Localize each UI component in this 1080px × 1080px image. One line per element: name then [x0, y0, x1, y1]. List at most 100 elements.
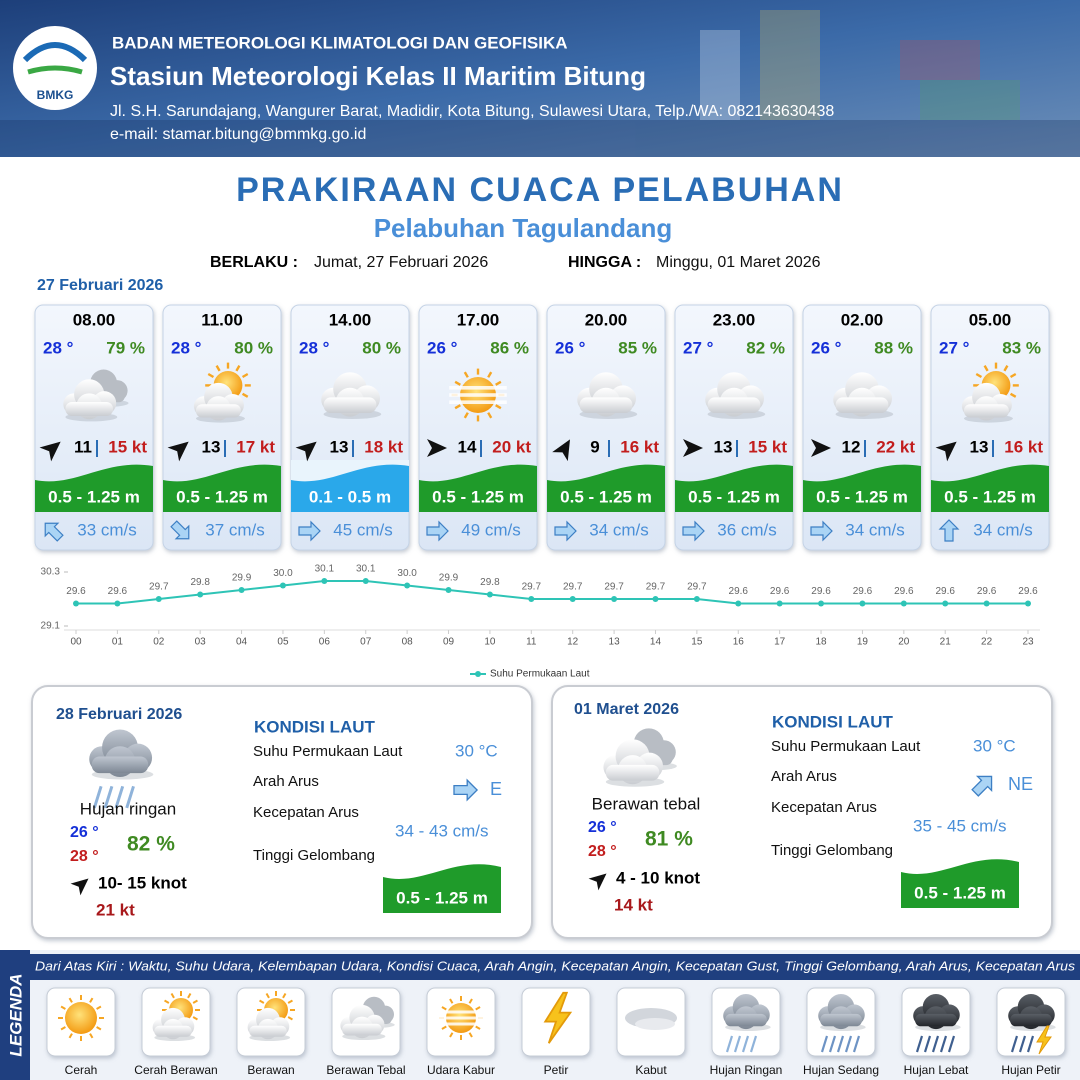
valid-until: Minggu, 01 Maret 2026	[656, 254, 821, 271]
forecast-humidity: 80 %	[234, 338, 273, 357]
legend-item-label: Petir	[544, 1063, 569, 1077]
cloud-base	[835, 397, 889, 413]
sst-point	[528, 596, 535, 602]
rain-drop	[1026, 1035, 1035, 1053]
x-tick-label: 18	[815, 637, 827, 648]
legend-entry: Suhu Permukaan Laut	[490, 669, 590, 680]
day-condition: Berawan tebal	[592, 794, 701, 813]
current-speed: 33 cm/s	[77, 520, 137, 539]
rain-drop	[125, 785, 135, 809]
direction-label: Arah Arus	[771, 768, 837, 785]
wind-arrow	[552, 439, 570, 462]
haze-band	[437, 1010, 485, 1014]
y-tick-label: 30.3	[41, 567, 61, 578]
current-arrow	[810, 520, 833, 542]
sun-ray	[259, 999, 265, 1004]
x-tick-label: 08	[402, 637, 414, 648]
sun-ray	[215, 365, 221, 372]
weather-icon	[818, 993, 866, 1053]
wind-speed: 9	[590, 437, 599, 456]
sun-ray	[475, 1006, 481, 1011]
sst-value-label: 29.7	[604, 582, 624, 593]
forecast-humidity: 79 %	[106, 338, 145, 357]
sst-value-label: 29.6	[811, 586, 831, 597]
sst-point	[611, 596, 618, 602]
rain-drop	[852, 1035, 861, 1053]
wave-shape	[291, 464, 409, 512]
weather-icon	[449, 368, 507, 422]
sun-ray	[170, 993, 175, 999]
x-tick-label: 07	[360, 637, 372, 648]
rain-drop	[1018, 1035, 1027, 1053]
x-tick-label: 00	[70, 637, 82, 648]
forecast-humidity: 80 %	[362, 338, 401, 357]
cloud	[603, 739, 665, 787]
day-temp-min: 26 °	[70, 824, 99, 841]
sun-ray	[468, 998, 473, 1004]
gust-speed: 16 kt	[620, 437, 659, 456]
legend-item-label: Cerah Berawan	[134, 1063, 217, 1077]
day-date: 01 Maret 2026	[574, 701, 679, 718]
sun-ray	[96, 1005, 102, 1010]
sst-line	[76, 580, 1028, 605]
sst-value-label: 29.7	[687, 582, 707, 593]
forecast-time: 05.00	[969, 310, 1012, 329]
weather-icon	[577, 372, 638, 419]
wave-height: 0.5 - 1.25 m	[944, 487, 1036, 506]
sun-ray	[60, 1005, 66, 1010]
cloud-base	[195, 404, 241, 418]
wind-arrow	[935, 441, 957, 462]
forecast-time: 20.00	[585, 310, 628, 329]
weather-icon	[625, 1008, 677, 1030]
sun-disc	[65, 1002, 97, 1034]
haze-band	[437, 1022, 485, 1026]
rain-drop	[828, 1035, 837, 1053]
sun-ray	[441, 1025, 447, 1030]
forecast-time: 11.00	[201, 310, 243, 329]
fog	[635, 1018, 675, 1030]
sst-point	[279, 582, 286, 589]
sst-value-label: 29.6	[770, 586, 790, 597]
cloud	[833, 372, 894, 419]
weather-icon	[63, 369, 129, 422]
forecast-temp: 26 °	[811, 338, 842, 357]
wave-height: 0.1 - 0.5 m	[309, 487, 391, 506]
wind-arrow	[295, 441, 317, 462]
weather-icon	[340, 996, 395, 1040]
day-condition: Hujan ringan	[80, 799, 176, 818]
legend-description: Dari Atas Kiri : Waktu, Suhu Udara, Kele…	[35, 958, 1076, 973]
weather-icon	[58, 995, 104, 1041]
day-humidity: 81 %	[645, 828, 693, 851]
rain-drop	[1010, 1035, 1019, 1053]
sst-point	[693, 596, 700, 602]
day-wave-shape	[383, 864, 501, 913]
sun-ray	[975, 372, 983, 379]
sst-value-label: 29.6	[729, 586, 749, 597]
x-tick-label: 02	[153, 637, 165, 648]
sst-value-label: 29.6	[894, 586, 914, 597]
rain-drop	[725, 1035, 734, 1053]
cloud	[89, 729, 154, 780]
legend-item-label: Hujan Ringan	[710, 1063, 783, 1077]
rain-drop	[836, 1035, 845, 1053]
current-speed: 36 cm/s	[717, 520, 777, 539]
sst-point	[73, 600, 79, 607]
cloud-base	[725, 1013, 767, 1027]
legend-strip	[0, 950, 30, 1080]
sun-ray	[1003, 365, 1009, 372]
legend-item-label: Hujan Sedang	[803, 1063, 879, 1077]
forecast-temp: 27 °	[939, 338, 970, 357]
sst-point	[238, 587, 245, 593]
sst-point	[818, 600, 825, 607]
header-decoration	[0, 10, 1080, 157]
sun-ray	[487, 412, 493, 419]
forecast-temp: 28 °	[299, 338, 330, 357]
cloud	[63, 379, 118, 422]
sst-label: Suhu Permukaan Laut	[771, 738, 921, 755]
sun-ray	[192, 1016, 198, 1021]
x-tick-label: 16	[733, 637, 745, 648]
sun-ray	[265, 993, 270, 999]
rain-drop	[103, 785, 114, 809]
sst-point	[1025, 600, 1031, 607]
sun-ray	[68, 1033, 73, 1039]
